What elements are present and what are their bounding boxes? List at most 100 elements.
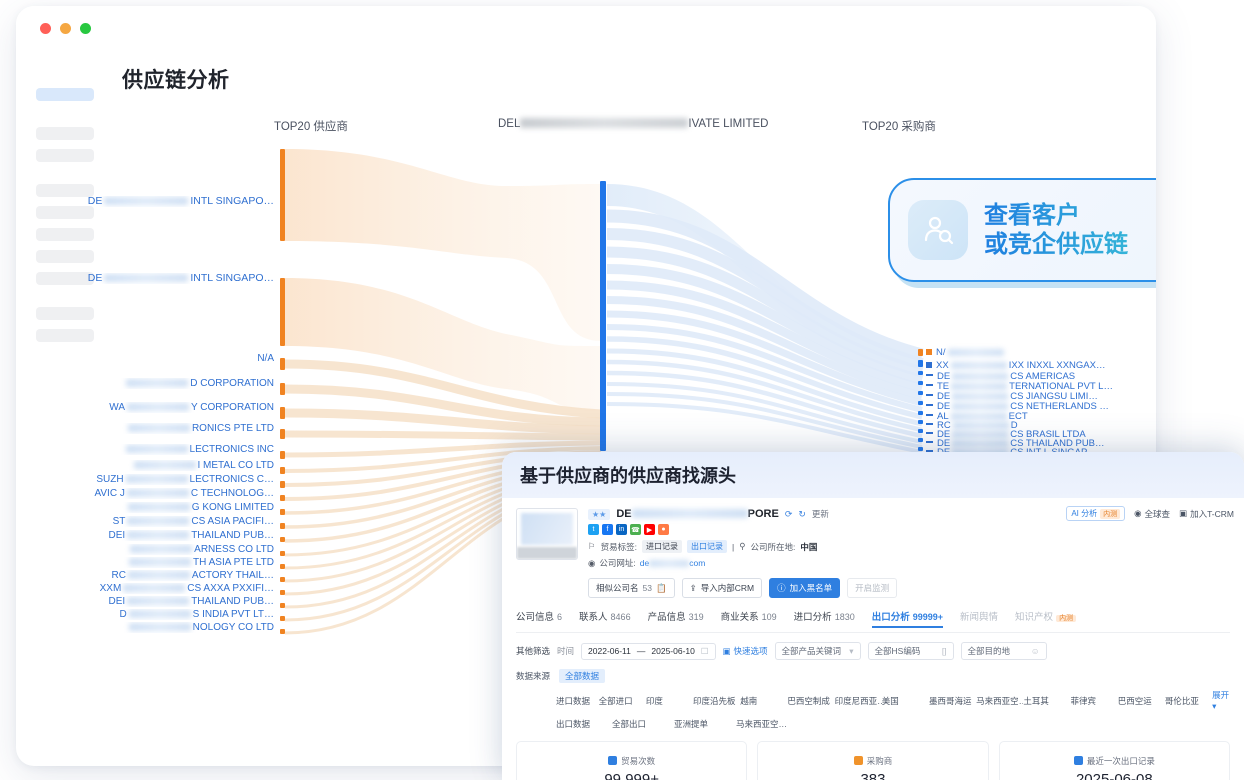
sankey-node-supplier-8[interactable]	[280, 467, 285, 474]
export-source-cell-1[interactable]: 全部出口	[612, 719, 647, 729]
favorite-icon[interactable]: ★★	[588, 508, 611, 520]
add-blacklist-button[interactable]: ⓘ 加入黑名单	[769, 578, 841, 598]
supplier-label-6[interactable]: RONICS PTE LTD	[84, 423, 274, 434]
import-source-cell-7[interactable]: 美国	[881, 695, 899, 706]
import-source-cell-10[interactable]: 土耳其	[1023, 695, 1049, 706]
more-icon[interactable]: ●	[658, 524, 669, 535]
sankey-node-buyer-6[interactable]	[918, 401, 923, 405]
refresh-label[interactable]: 更新	[811, 509, 829, 519]
tab-6[interactable]: 新闻舆情	[960, 609, 998, 627]
sankey-node-buyer-3[interactable]	[918, 371, 923, 375]
sankey-node-supplier-19[interactable]	[280, 616, 285, 621]
sankey-node-supplier-16[interactable]	[280, 577, 285, 582]
maximize-icon[interactable]	[80, 23, 91, 34]
supplier-label-2[interactable]: DE INTL SINGAPO…	[84, 273, 274, 284]
buyer-label-9[interactable]: DE CS BRASIL LTDA	[926, 430, 1086, 440]
buyer-label-4[interactable]: TE TERNATIONAL PVT L…	[926, 382, 1113, 392]
sankey-node-supplier-4[interactable]	[280, 383, 285, 395]
sankey-node-buyer-7[interactable]	[918, 411, 923, 415]
close-icon[interactable]	[40, 23, 51, 34]
window-controls[interactable]	[40, 23, 91, 34]
sankey-node-buyer-8[interactable]	[918, 420, 923, 424]
copy-icon[interactable]: ⟳	[784, 508, 793, 519]
sankey-node-buyer-5[interactable]	[918, 391, 923, 395]
import-source-cell-8[interactable]: 墨西哥海运	[928, 695, 972, 706]
quick-options-button[interactable]: ▣ 快速选项	[723, 645, 768, 657]
minimize-icon[interactable]	[60, 23, 71, 34]
supplier-label-9[interactable]: SUZH LECTRONICS C…	[84, 474, 274, 485]
sankey-node-supplier-10[interactable]	[280, 495, 285, 501]
expand-sources-button[interactable]: 展开 ▾	[1212, 690, 1230, 711]
tab-1[interactable]: 联系人 8466	[579, 609, 631, 627]
sankey-node-buyer-11[interactable]	[918, 447, 923, 451]
supplier-label-11[interactable]: G KONG LIMITED	[84, 502, 274, 513]
sankey-node-supplier-18[interactable]	[280, 603, 285, 608]
all-data-pill[interactable]: 全部数据	[559, 669, 606, 683]
sankey-node-center-company[interactable]	[600, 181, 606, 451]
supplier-label-20[interactable]: NOLOGY CO LTD	[84, 622, 274, 633]
buyer-label-7[interactable]: AL ECT	[926, 412, 1028, 422]
view-supply-chain-callout[interactable]: 查看客户 或竞企供应链	[888, 178, 1156, 282]
supplier-label-1[interactable]: DE INTL SINGAPO…	[84, 196, 274, 207]
supplier-label-10[interactable]: AVIC J C TECHNOLOG…	[84, 488, 274, 499]
tab-5[interactable]: 出口分析 99999+	[871, 609, 944, 628]
sidebar-item-9[interactable]	[36, 329, 94, 342]
supplier-label-3[interactable]: N/A	[84, 353, 274, 364]
import-source-cell-9[interactable]: 马来西亚空…	[976, 695, 1024, 706]
sidebar-item-4[interactable]	[36, 206, 94, 219]
tab-3[interactable]: 商业关系 109	[721, 609, 777, 627]
website-value[interactable]: de com	[640, 558, 706, 568]
sankey-node-buyer-10[interactable]	[918, 438, 923, 442]
global-search-button[interactable]: ◉ 全球查	[1134, 508, 1170, 520]
similar-companies-button[interactable]: 相似公司名 53 📋	[588, 578, 675, 598]
facebook-icon[interactable]: f	[602, 524, 613, 535]
sankey-node-buyer-9[interactable]	[918, 429, 923, 433]
export-record-tag[interactable]: 出口记录	[687, 540, 727, 553]
tab-4[interactable]: 进口分析 1830	[794, 609, 855, 627]
sidebar-item-7[interactable]	[36, 272, 94, 285]
sidebar-item-3[interactable]	[36, 184, 94, 197]
import-source-cell-2[interactable]: 印度	[645, 695, 663, 706]
calendar-icon[interactable]: ☐	[700, 645, 709, 656]
sankey-node-supplier-13[interactable]	[280, 537, 285, 542]
sankey-node-supplier-17[interactable]	[280, 590, 285, 595]
import-source-cell-3[interactable]: 印度沿先板	[693, 695, 736, 706]
social-links[interactable]: t f in ☎ ▶ ●	[588, 524, 1230, 535]
sankey-node-supplier-15[interactable]	[280, 564, 285, 569]
export-source-cell-0[interactable]: 出口数据	[556, 719, 591, 729]
supplier-label-8[interactable]: I METAL CO LTD	[84, 460, 274, 471]
supplier-label-4[interactable]: D CORPORATION	[84, 378, 274, 389]
export-source-cell-2[interactable]: 亚洲提单	[674, 719, 709, 729]
supplier-label-5[interactable]: WA Y CORPORATION	[84, 402, 274, 413]
buyer-label-6[interactable]: DE CS NETHERLANDS …	[926, 402, 1109, 412]
sidebar-item-6[interactable]	[36, 250, 94, 263]
sankey-node-supplier-14[interactable]	[280, 551, 285, 556]
supplier-label-18[interactable]: DEI THAILAND PUB…	[84, 596, 274, 607]
tab-0[interactable]: 公司信息 6	[516, 609, 562, 627]
sidebar-item-5[interactable]	[36, 228, 94, 241]
import-source-cell-4[interactable]: 越南	[740, 695, 758, 706]
sidebar-item-8[interactable]	[36, 307, 94, 320]
sidebar-item-1[interactable]	[36, 127, 94, 140]
sankey-node-supplier-2[interactable]	[280, 278, 285, 346]
linkedin-icon[interactable]: in	[616, 524, 627, 535]
buyer-label-3[interactable]: DE CS AMERICAS	[926, 372, 1075, 382]
supplier-label-19[interactable]: D S INDIA PVT LT…	[84, 609, 274, 620]
buyer-label-1[interactable]: N/	[926, 348, 1006, 358]
supplier-label-7[interactable]: LECTRONICS INC	[84, 444, 274, 455]
sankey-node-supplier-9[interactable]	[280, 481, 285, 488]
supplier-label-16[interactable]: RC ACTORY THAIL…	[84, 570, 274, 581]
tab-7[interactable]: 知识产权 内测	[1015, 609, 1077, 627]
import-source-cell-12[interactable]: 巴西空运	[1117, 695, 1152, 706]
sankey-node-supplier-20[interactable]	[280, 629, 285, 634]
sankey-node-buyer-1[interactable]	[918, 349, 923, 356]
sankey-node-buyer-2[interactable]	[918, 360, 923, 367]
hs-code-select[interactable]: 全部HS编码 []	[867, 642, 954, 660]
add-to-tcrm-button[interactable]: ▣ 加入T-CRM	[1179, 508, 1234, 520]
sankey-node-buyer-4[interactable]	[918, 381, 923, 385]
import-source-cell-1[interactable]: 全部进口	[598, 695, 633, 706]
import-source-cell-11[interactable]: 菲律宾	[1070, 695, 1097, 706]
supplier-label-13[interactable]: DEI THAILAND PUB…	[84, 530, 274, 541]
sankey-node-supplier-3[interactable]	[280, 358, 285, 370]
sankey-node-supplier-12[interactable]	[280, 523, 285, 529]
